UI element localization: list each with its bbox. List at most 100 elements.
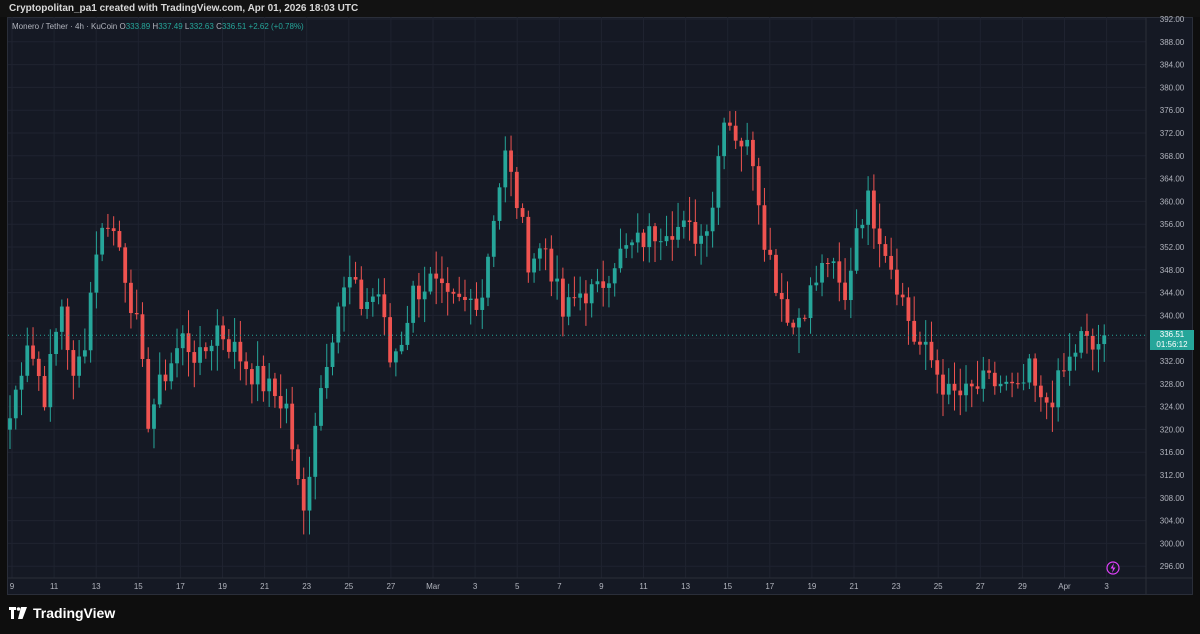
candle-down — [958, 390, 963, 396]
y-axis-tick-label: 296.00 — [1160, 562, 1185, 571]
candle-up — [699, 235, 703, 244]
candle-down — [670, 236, 675, 240]
candle-down — [1033, 358, 1038, 386]
candle-up — [808, 285, 813, 319]
candle-down — [42, 376, 47, 408]
candle-up — [324, 366, 329, 389]
y-axis-tick-label: 356.00 — [1160, 220, 1185, 229]
candle-up — [82, 350, 87, 357]
candle-down — [641, 232, 646, 248]
candle-up — [175, 348, 179, 364]
candle-up — [745, 139, 750, 147]
candle-down — [134, 313, 139, 315]
y-axis-tick-label: 360.00 — [1160, 197, 1185, 206]
candle-up — [376, 294, 381, 297]
x-axis-tick-label: 9 — [599, 582, 604, 591]
candle-down — [123, 247, 128, 283]
y-axis-tick-label: 324.00 — [1160, 403, 1185, 412]
candle-up — [658, 241, 663, 243]
candle-up — [209, 345, 214, 352]
y-axis-tick-label: 388.00 — [1160, 38, 1185, 47]
change-value: +2.62 (+0.78%) — [248, 22, 304, 31]
candle-down — [417, 285, 421, 300]
y-axis-tick-label: 368.00 — [1160, 152, 1185, 161]
x-axis-tick-label: 13 — [92, 582, 101, 591]
x-axis-tick-label: 11 — [639, 582, 648, 591]
candle-down — [1085, 331, 1089, 336]
candle-down — [687, 220, 692, 223]
candle-down — [779, 292, 784, 300]
candle-down — [192, 352, 197, 363]
candle-up — [54, 331, 58, 355]
candle-up — [307, 476, 312, 511]
x-axis-tick-label: 3 — [473, 582, 478, 591]
x-axis-tick-label: 21 — [850, 582, 859, 591]
y-axis-tick-label: 312.00 — [1160, 471, 1185, 480]
tradingview-logo[interactable]: TradingView — [9, 605, 115, 621]
candle-up — [491, 220, 496, 257]
x-axis-tick-label: 7 — [557, 582, 562, 591]
candle-down — [560, 278, 565, 317]
x-axis-tick-label: 15 — [134, 582, 143, 591]
candle-up — [981, 370, 986, 389]
candle-up — [157, 374, 162, 405]
candle-down — [514, 171, 519, 209]
candle-down — [146, 359, 151, 429]
x-axis-tick-label: Apr — [1058, 582, 1071, 591]
candle-down — [353, 277, 358, 280]
x-axis-tick-label: 23 — [892, 582, 901, 591]
candle-up — [664, 236, 669, 242]
candle-down — [1050, 402, 1055, 408]
candle-down — [601, 281, 606, 288]
candle-up — [468, 298, 473, 301]
candle-down — [1090, 335, 1095, 350]
chart-panel[interactable] — [7, 17, 1193, 595]
lightning-bolt-shape — [1110, 563, 1116, 573]
candle-down — [941, 374, 945, 395]
candle-down — [226, 339, 231, 352]
y-axis-tick-label: 304.00 — [1160, 517, 1185, 526]
candle-down — [877, 228, 882, 245]
close-label: C — [216, 22, 222, 31]
x-axis-tick-label: 3 — [1104, 582, 1109, 591]
candle-down — [249, 369, 254, 385]
candle-up — [797, 317, 801, 328]
candle-down — [543, 248, 548, 250]
candle-down — [36, 358, 41, 377]
candle-down — [440, 278, 444, 284]
x-axis-tick-label: 19 — [218, 582, 227, 591]
candle-down — [388, 317, 393, 363]
candle-down — [111, 228, 116, 232]
candle-up — [486, 256, 490, 298]
candle-up — [1102, 335, 1107, 345]
candle-down — [445, 283, 450, 292]
candle-up — [1027, 358, 1032, 383]
candle-down — [756, 166, 761, 206]
x-axis-tick-label: 21 — [260, 582, 269, 591]
candle-up — [428, 273, 433, 292]
candle-up — [537, 248, 542, 259]
candle-up — [365, 301, 369, 309]
last-price-badge: 336.51 01:56:12 — [1150, 330, 1194, 350]
candle-up — [532, 258, 536, 273]
countdown-timer: 01:56:12 — [1156, 340, 1188, 349]
candle-up — [624, 245, 629, 249]
candle-down — [952, 383, 957, 391]
candle-down — [474, 298, 479, 310]
candle-down — [520, 208, 525, 217]
candle-down — [31, 345, 35, 359]
candle-up — [232, 341, 237, 352]
candle-up — [647, 226, 652, 248]
candle-up — [13, 389, 18, 419]
lightning-icon[interactable] — [1106, 561, 1120, 575]
candle-up — [8, 418, 12, 430]
candle-down — [203, 347, 208, 352]
candle-down — [1010, 381, 1014, 384]
symbol-label[interactable]: Monero / Tether · 4h · KuCoin — [12, 22, 118, 31]
candle-down — [751, 139, 755, 167]
candle-up — [866, 190, 871, 225]
candle-up — [860, 224, 865, 229]
candle-down — [163, 374, 168, 382]
candle-up — [704, 231, 709, 236]
